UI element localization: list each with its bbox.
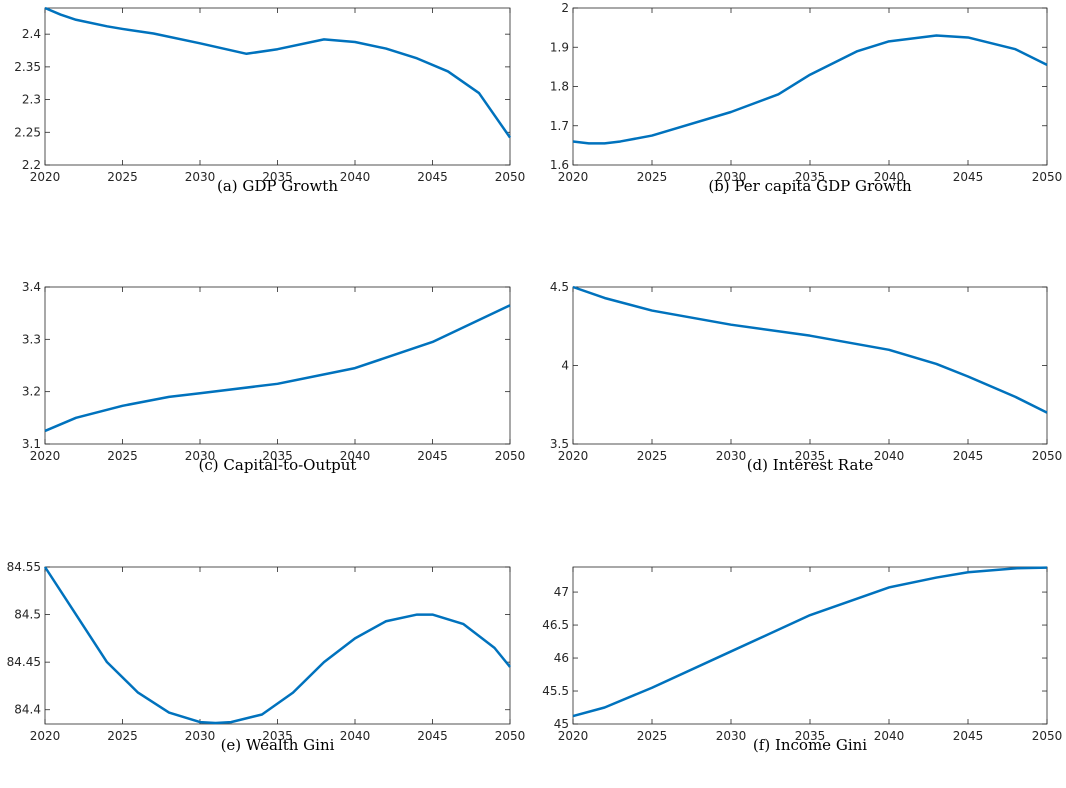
y-tick-label: 46 bbox=[554, 651, 569, 665]
x-tick-label: 2045 bbox=[953, 170, 984, 184]
x-tick-label: 2020 bbox=[558, 170, 589, 184]
x-tick-label: 2040 bbox=[340, 729, 371, 743]
x-tick-label: 2030 bbox=[716, 729, 747, 743]
y-tick-label: 47 bbox=[554, 585, 569, 599]
x-tick-label: 2020 bbox=[30, 729, 61, 743]
y-tick-label: 4 bbox=[561, 359, 569, 373]
y-tick-label: 46.5 bbox=[542, 618, 569, 632]
caption: (b) Per capita GDP Growth bbox=[708, 177, 912, 195]
y-tick-label: 1.9 bbox=[550, 40, 569, 54]
x-tick-label: 2020 bbox=[558, 449, 589, 463]
x-tick-label: 2045 bbox=[417, 729, 448, 743]
caption: (d) Interest Rate bbox=[747, 456, 874, 474]
x-tick-label: 2030 bbox=[185, 449, 216, 463]
y-tick-label: 84.45 bbox=[7, 655, 41, 669]
y-tick-label: 2.2 bbox=[22, 158, 41, 172]
y-tick-label: 45 bbox=[554, 717, 569, 731]
x-tick-label: 2045 bbox=[417, 170, 448, 184]
x-tick-label: 2050 bbox=[1032, 729, 1063, 743]
x-tick-label: 2050 bbox=[495, 170, 526, 184]
plot-frame bbox=[572, 7, 1048, 166]
x-tick-label: 2050 bbox=[1032, 170, 1063, 184]
y-tick-label: 45.5 bbox=[542, 684, 569, 698]
y-tick-label: 3.1 bbox=[22, 437, 41, 451]
x-tick-label: 2025 bbox=[637, 449, 668, 463]
x-tick-label: 2040 bbox=[874, 170, 905, 184]
data-line bbox=[572, 566, 1048, 718]
x-tick-label: 2025 bbox=[107, 170, 138, 184]
x-tick-label: 2035 bbox=[262, 729, 293, 743]
caption: (e) Wealth Gini bbox=[221, 736, 335, 754]
y-tick-label: 2.25 bbox=[14, 125, 41, 139]
x-tick-label: 2045 bbox=[953, 449, 984, 463]
x-tick-label: 2035 bbox=[262, 170, 293, 184]
data-line bbox=[44, 304, 511, 433]
y-tick-label: 3.3 bbox=[22, 332, 41, 346]
x-tick-label: 2020 bbox=[558, 729, 589, 743]
x-tick-label: 2040 bbox=[874, 729, 905, 743]
x-tick-label: 2040 bbox=[340, 449, 371, 463]
x-tick-label: 2050 bbox=[495, 729, 526, 743]
x-tick-label: 2025 bbox=[107, 729, 138, 743]
y-tick-label: 1.8 bbox=[550, 80, 569, 94]
x-tick-label: 2035 bbox=[795, 170, 826, 184]
y-tick-label: 2 bbox=[561, 1, 569, 15]
x-tick-label: 2035 bbox=[795, 729, 826, 743]
caption: (f) Income Gini bbox=[753, 736, 867, 754]
y-tick-label: 2.35 bbox=[14, 60, 41, 74]
y-tick-label: 3.5 bbox=[550, 437, 569, 451]
y-tick-label: 84.55 bbox=[7, 560, 41, 574]
y-tick-label: 2.3 bbox=[22, 93, 41, 107]
x-tick-label: 2030 bbox=[716, 170, 747, 184]
caption: (c) Capital-to-Output bbox=[199, 456, 357, 474]
data-line bbox=[572, 285, 1048, 414]
x-tick-label: 2050 bbox=[495, 449, 526, 463]
caption: (a) GDP Growth bbox=[217, 177, 338, 195]
y-tick-label: 84.4 bbox=[14, 703, 41, 717]
plot-frame bbox=[44, 7, 511, 166]
plot-frame bbox=[572, 566, 1048, 725]
y-tick-label: 3.2 bbox=[22, 385, 41, 399]
y-tick-label: 1.6 bbox=[550, 158, 569, 172]
y-tick-label: 4.5 bbox=[550, 280, 569, 294]
data-line bbox=[572, 34, 1048, 145]
x-tick-label: 2025 bbox=[107, 449, 138, 463]
y-tick-label: 84.5 bbox=[14, 608, 41, 622]
x-tick-label: 2045 bbox=[953, 729, 984, 743]
x-tick-label: 2030 bbox=[185, 729, 216, 743]
y-tick-label: 1.7 bbox=[550, 119, 569, 133]
plot-frame bbox=[44, 566, 511, 725]
x-tick-label: 2050 bbox=[1032, 449, 1063, 463]
x-tick-label: 2020 bbox=[30, 170, 61, 184]
y-tick-label: 2.4 bbox=[22, 27, 41, 41]
data-line bbox=[43, 566, 511, 725]
x-tick-label: 2035 bbox=[795, 449, 826, 463]
x-tick-label: 2020 bbox=[30, 449, 61, 463]
x-tick-label: 2030 bbox=[185, 170, 216, 184]
x-tick-label: 2030 bbox=[716, 449, 747, 463]
y-tick-label: 3.4 bbox=[22, 280, 41, 294]
x-tick-label: 2040 bbox=[874, 449, 905, 463]
x-tick-label: 2025 bbox=[637, 170, 668, 184]
plot-frame bbox=[572, 286, 1048, 445]
plot-frame bbox=[44, 286, 511, 445]
data-line bbox=[44, 6, 512, 139]
x-tick-label: 2040 bbox=[340, 170, 371, 184]
x-tick-label: 2025 bbox=[637, 729, 668, 743]
x-tick-label: 2045 bbox=[417, 449, 448, 463]
x-tick-label: 2035 bbox=[262, 449, 293, 463]
